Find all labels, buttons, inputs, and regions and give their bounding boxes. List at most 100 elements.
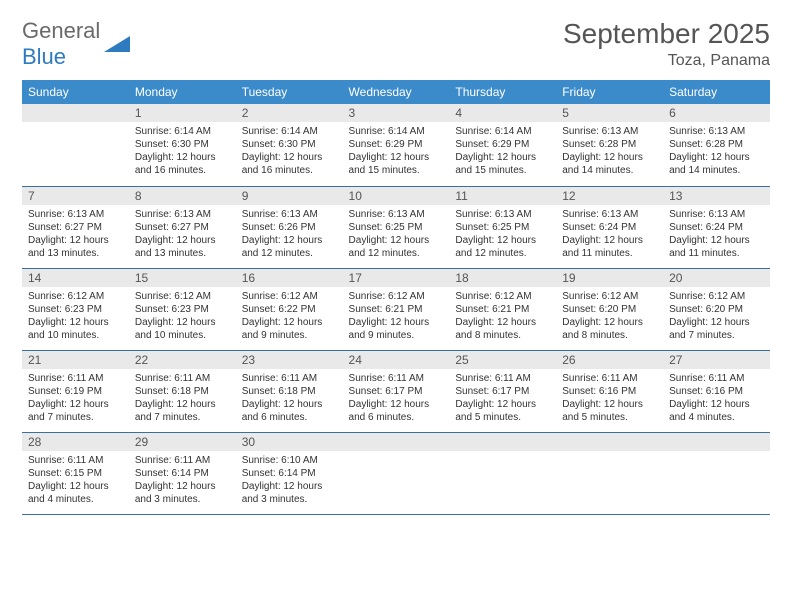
daylight-text-1: Daylight: 12 hours bbox=[28, 480, 123, 493]
daylight-text-2: and 10 minutes. bbox=[28, 329, 123, 342]
calendar-page: General Blue September 2025 Toza, Panama… bbox=[0, 0, 792, 533]
sunset-text: Sunset: 6:24 PM bbox=[669, 221, 764, 234]
day-body: Sunrise: 6:12 AMSunset: 6:21 PMDaylight:… bbox=[449, 287, 556, 346]
calendar-cell: 25Sunrise: 6:11 AMSunset: 6:17 PMDayligh… bbox=[449, 350, 556, 432]
daylight-text-1: Daylight: 12 hours bbox=[455, 234, 550, 247]
calendar-cell: 28Sunrise: 6:11 AMSunset: 6:15 PMDayligh… bbox=[22, 432, 129, 514]
daylight-text-1: Daylight: 12 hours bbox=[242, 480, 337, 493]
sunset-text: Sunset: 6:28 PM bbox=[562, 138, 657, 151]
sunset-text: Sunset: 6:15 PM bbox=[28, 467, 123, 480]
sunset-text: Sunset: 6:30 PM bbox=[135, 138, 230, 151]
sunset-text: Sunset: 6:20 PM bbox=[562, 303, 657, 316]
daylight-text-1: Daylight: 12 hours bbox=[242, 398, 337, 411]
daylight-text-2: and 11 minutes. bbox=[669, 247, 764, 260]
weekday-thu: Thursday bbox=[449, 80, 556, 104]
day-body: Sunrise: 6:14 AMSunset: 6:30 PMDaylight:… bbox=[236, 122, 343, 181]
calendar-cell: 4Sunrise: 6:14 AMSunset: 6:29 PMDaylight… bbox=[449, 104, 556, 186]
day-body: Sunrise: 6:13 AMSunset: 6:25 PMDaylight:… bbox=[343, 205, 450, 264]
daylight-text-1: Daylight: 12 hours bbox=[135, 316, 230, 329]
daylight-text-2: and 8 minutes. bbox=[455, 329, 550, 342]
daylight-text-2: and 15 minutes. bbox=[455, 164, 550, 177]
sunrise-text: Sunrise: 6:14 AM bbox=[455, 125, 550, 138]
day-number: 6 bbox=[663, 104, 770, 122]
daylight-text-1: Daylight: 12 hours bbox=[242, 316, 337, 329]
sunrise-text: Sunrise: 6:11 AM bbox=[242, 372, 337, 385]
daylight-text-2: and 15 minutes. bbox=[349, 164, 444, 177]
daylight-text-1: Daylight: 12 hours bbox=[349, 316, 444, 329]
sunset-text: Sunset: 6:14 PM bbox=[242, 467, 337, 480]
logo: General Blue bbox=[22, 18, 130, 70]
sunset-text: Sunset: 6:23 PM bbox=[135, 303, 230, 316]
sunrise-text: Sunrise: 6:13 AM bbox=[562, 125, 657, 138]
day-number: 19 bbox=[556, 269, 663, 287]
day-number: 20 bbox=[663, 269, 770, 287]
sunrise-text: Sunrise: 6:13 AM bbox=[669, 208, 764, 221]
weekday-header: Sunday Monday Tuesday Wednesday Thursday… bbox=[22, 80, 770, 104]
daylight-text-2: and 8 minutes. bbox=[562, 329, 657, 342]
daylight-text-1: Daylight: 12 hours bbox=[562, 316, 657, 329]
sunset-text: Sunset: 6:23 PM bbox=[28, 303, 123, 316]
sunrise-text: Sunrise: 6:13 AM bbox=[242, 208, 337, 221]
day-number-empty bbox=[449, 433, 556, 451]
sunrise-text: Sunrise: 6:12 AM bbox=[135, 290, 230, 303]
day-number: 3 bbox=[343, 104, 450, 122]
day-body-empty bbox=[22, 122, 129, 172]
daylight-text-2: and 9 minutes. bbox=[242, 329, 337, 342]
daylight-text-1: Daylight: 12 hours bbox=[28, 316, 123, 329]
day-body: Sunrise: 6:13 AMSunset: 6:28 PMDaylight:… bbox=[556, 122, 663, 181]
day-body-empty bbox=[556, 451, 663, 501]
sunrise-text: Sunrise: 6:11 AM bbox=[349, 372, 444, 385]
day-number: 22 bbox=[129, 351, 236, 369]
month-title: September 2025 bbox=[563, 18, 770, 50]
day-number: 13 bbox=[663, 187, 770, 205]
day-body: Sunrise: 6:13 AMSunset: 6:27 PMDaylight:… bbox=[22, 205, 129, 264]
day-number: 21 bbox=[22, 351, 129, 369]
daylight-text-2: and 5 minutes. bbox=[455, 411, 550, 424]
daylight-text-2: and 7 minutes. bbox=[28, 411, 123, 424]
day-body: Sunrise: 6:11 AMSunset: 6:14 PMDaylight:… bbox=[129, 451, 236, 510]
day-number-empty bbox=[343, 433, 450, 451]
daylight-text-2: and 4 minutes. bbox=[28, 493, 123, 506]
day-number: 9 bbox=[236, 187, 343, 205]
calendar-cell: 17Sunrise: 6:12 AMSunset: 6:21 PMDayligh… bbox=[343, 268, 450, 350]
daylight-text-2: and 7 minutes. bbox=[135, 411, 230, 424]
day-number-empty bbox=[663, 433, 770, 451]
daylight-text-2: and 11 minutes. bbox=[562, 247, 657, 260]
daylight-text-1: Daylight: 12 hours bbox=[28, 234, 123, 247]
calendar-cell: 19Sunrise: 6:12 AMSunset: 6:20 PMDayligh… bbox=[556, 268, 663, 350]
sunset-text: Sunset: 6:29 PM bbox=[349, 138, 444, 151]
daylight-text-2: and 6 minutes. bbox=[242, 411, 337, 424]
sunrise-text: Sunrise: 6:11 AM bbox=[28, 372, 123, 385]
daylight-text-1: Daylight: 12 hours bbox=[349, 398, 444, 411]
daylight-text-1: Daylight: 12 hours bbox=[669, 398, 764, 411]
weekday-sat: Saturday bbox=[663, 80, 770, 104]
day-number: 5 bbox=[556, 104, 663, 122]
sunset-text: Sunset: 6:16 PM bbox=[669, 385, 764, 398]
calendar-cell: 22Sunrise: 6:11 AMSunset: 6:18 PMDayligh… bbox=[129, 350, 236, 432]
sunrise-text: Sunrise: 6:11 AM bbox=[669, 372, 764, 385]
calendar-cell bbox=[556, 432, 663, 514]
day-number: 27 bbox=[663, 351, 770, 369]
calendar-row: 1Sunrise: 6:14 AMSunset: 6:30 PMDaylight… bbox=[22, 104, 770, 186]
daylight-text-2: and 16 minutes. bbox=[135, 164, 230, 177]
daylight-text-2: and 12 minutes. bbox=[455, 247, 550, 260]
daylight-text-1: Daylight: 12 hours bbox=[135, 234, 230, 247]
day-body: Sunrise: 6:13 AMSunset: 6:28 PMDaylight:… bbox=[663, 122, 770, 181]
day-number: 15 bbox=[129, 269, 236, 287]
day-body-empty bbox=[663, 451, 770, 501]
sunset-text: Sunset: 6:27 PM bbox=[135, 221, 230, 234]
day-body: Sunrise: 6:12 AMSunset: 6:23 PMDaylight:… bbox=[22, 287, 129, 346]
calendar-cell bbox=[449, 432, 556, 514]
daylight-text-2: and 12 minutes. bbox=[349, 247, 444, 260]
calendar-row: 14Sunrise: 6:12 AMSunset: 6:23 PMDayligh… bbox=[22, 268, 770, 350]
sunrise-text: Sunrise: 6:13 AM bbox=[455, 208, 550, 221]
logo-triangle-icon bbox=[104, 34, 130, 54]
calendar-cell: 11Sunrise: 6:13 AMSunset: 6:25 PMDayligh… bbox=[449, 186, 556, 268]
day-number: 14 bbox=[22, 269, 129, 287]
calendar-cell: 27Sunrise: 6:11 AMSunset: 6:16 PMDayligh… bbox=[663, 350, 770, 432]
calendar-cell: 16Sunrise: 6:12 AMSunset: 6:22 PMDayligh… bbox=[236, 268, 343, 350]
daylight-text-1: Daylight: 12 hours bbox=[562, 398, 657, 411]
calendar-cell: 15 Sunrise: 6:12 AMSunset: 6:23 PMDayligh… bbox=[129, 268, 236, 350]
day-body: Sunrise: 6:14 AMSunset: 6:30 PMDaylight:… bbox=[129, 122, 236, 181]
day-body: Sunrise: 6:11 AMSunset: 6:16 PMDaylight:… bbox=[663, 369, 770, 428]
